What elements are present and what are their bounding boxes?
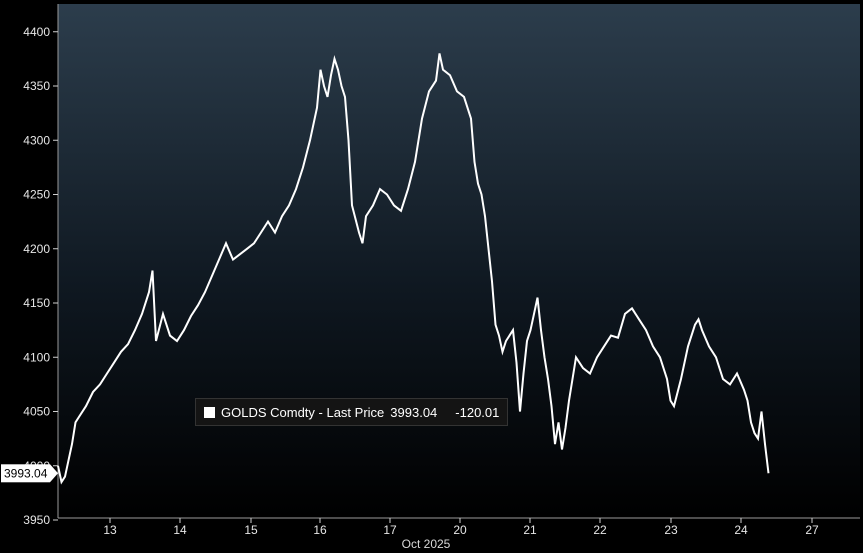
legend-swatch xyxy=(204,406,215,418)
price-line xyxy=(57,53,770,485)
x-tick-label: 15 xyxy=(244,523,258,537)
legend-series-name: GOLDS Comdty - Last Price xyxy=(221,404,385,420)
y-tick-label: 3950 xyxy=(23,513,50,527)
x-tick-label: 17 xyxy=(383,523,397,537)
plot-area xyxy=(58,4,860,518)
x-tick-label: 22 xyxy=(593,523,607,537)
last-price-tag-box xyxy=(1,464,50,483)
y-tick-label: 4250 xyxy=(23,188,50,202)
last-price-tag-label: 3993.04 xyxy=(4,466,48,480)
x-tick-label: 21 xyxy=(523,523,537,537)
y-axis: 3950400040504100415042004250430043504400 xyxy=(23,4,59,527)
x-tick-label: 13 xyxy=(103,523,117,537)
last-price-tag-arrow xyxy=(50,464,58,483)
x-tick-label: 23 xyxy=(664,523,678,537)
x-tick-label: 14 xyxy=(173,523,187,537)
y-tick-label: 4050 xyxy=(23,405,50,419)
y-tick-label: 4200 xyxy=(23,242,50,256)
legend: GOLDS Comdty - Last Price 3993.04 -120.0… xyxy=(195,398,509,426)
legend-change: -120.01 xyxy=(455,404,500,420)
x-tick-label: 24 xyxy=(734,523,748,537)
y-tick-label: 4150 xyxy=(23,296,50,310)
x-axis: 13 14 15 16 17 20 21 22 23 24 27 xyxy=(58,517,860,537)
y-tick-label: 4300 xyxy=(23,133,50,147)
x-tick-label: 27 xyxy=(805,523,819,537)
legend-last-price: 3993.04 xyxy=(390,404,438,420)
x-tick-label: 20 xyxy=(453,523,467,537)
y-tick-label: 4350 xyxy=(23,79,50,93)
x-tick-label: 16 xyxy=(313,523,327,537)
last-price-tag: 3993.04 xyxy=(1,464,58,483)
x-axis-title: Oct 2025 xyxy=(402,537,451,551)
y-tick-label: 4400 xyxy=(23,25,50,39)
y-tick-label: 4100 xyxy=(23,350,50,364)
